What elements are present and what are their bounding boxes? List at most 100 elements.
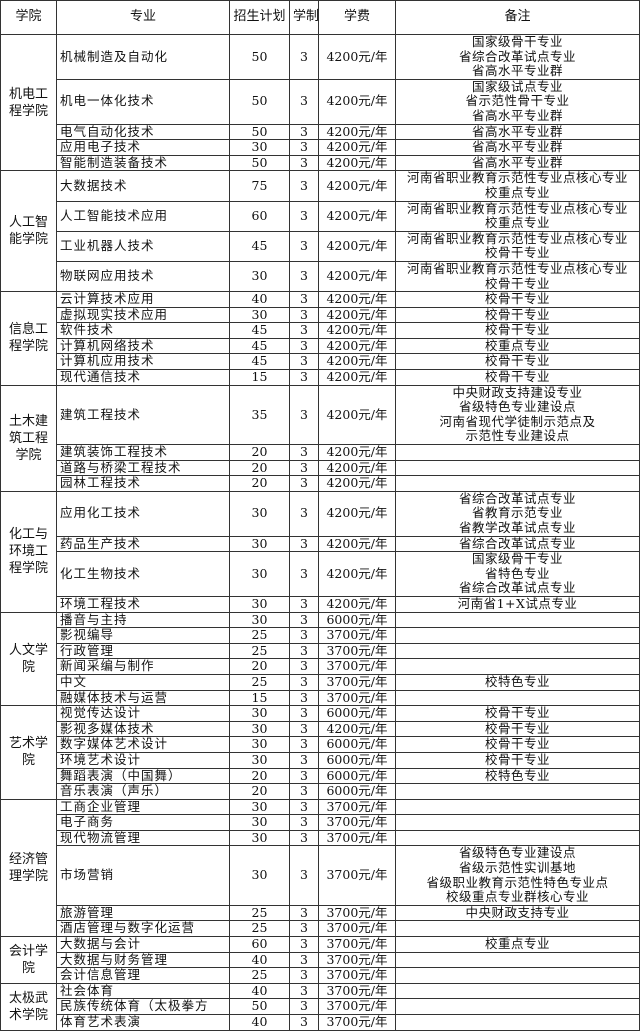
major-name: 应用化工技术 xyxy=(56,490,230,537)
enrollment-plan: 40 xyxy=(229,982,290,1000)
enrollment-plan: 25 xyxy=(229,967,290,984)
major-name: 工业机器人技术 xyxy=(56,230,230,262)
table-row: 现代通信技术 15 3 4200元/年 校骨干专业 xyxy=(1,369,640,386)
major-name: 计算机网络技术 xyxy=(56,337,230,355)
major-name: 影视编导 xyxy=(56,627,230,644)
enrollment-plan: 15 xyxy=(229,689,290,707)
tuition-fee: 4200元/年 xyxy=(318,337,396,355)
table-row: 应用电子技术 30 3 4200元/年 省高水平专业群 xyxy=(1,139,640,156)
remark-line: 河南省职业教育示范性专业点核心专业 xyxy=(406,170,628,186)
enrollment-plan: 30 xyxy=(229,535,290,553)
enrollment-plan: 60 xyxy=(229,936,290,953)
college-cell: 化工与环境工程学院 xyxy=(0,490,57,613)
table-row: 物联网应用技术 30 3 4200元/年 河南省职业教育示范性专业点核心专业 校骨干专业 xyxy=(1,260,640,293)
tuition-fee: 4200元/年 xyxy=(318,322,396,339)
remarks-cell: 校重点专业 xyxy=(395,337,640,355)
remarks-cell: 中央财政支持专业 xyxy=(395,904,640,922)
table-row: 电气自动化技术 50 3 4200元/年 省高水平专业群 xyxy=(1,123,640,141)
remark-line: 省级示范性实训基地 xyxy=(458,860,576,876)
tuition-fee: 3700元/年 xyxy=(318,627,396,644)
remarks-cell xyxy=(395,829,640,847)
study-years: 3 xyxy=(289,170,319,202)
table-row: 计算机网络技术 45 3 4200元/年 校重点专业 xyxy=(1,337,640,355)
major-name: 软件技术 xyxy=(56,322,230,339)
major-name: 药品生产技术 xyxy=(56,535,230,553)
table-row: 中文 25 3 3700元/年 校特色专业 xyxy=(1,673,640,691)
remarks-cell: 中央财政支持建设专业 省级特色专业建设点 河南省现代学徒制示范点及 示范性专业建设点 xyxy=(395,384,640,446)
remarks-cell: 省高水平专业群 xyxy=(395,123,640,141)
study-years: 3 xyxy=(289,658,319,675)
table-row: 园林工程技术 20 3 4200元/年 xyxy=(1,475,640,492)
remarks-cell: 校骨干专业 xyxy=(395,369,640,386)
remarks-cell: 省级特色专业建设点 省级示范性实训基地 省级职业教育示范性特色专业点 校级重点专业群核… xyxy=(395,845,640,906)
remarks-cell xyxy=(395,982,640,1000)
table-row: 融媒体技术与运营 15 3 3700元/年 xyxy=(1,689,640,707)
enrollment-plan: 20 xyxy=(229,658,290,675)
college-cell: 会计学院 xyxy=(0,936,57,984)
table-row: 会计信息管理 25 3 3700元/年 xyxy=(1,967,640,984)
table-row: 新闻采编与制作 20 3 3700元/年 xyxy=(1,658,640,675)
table-row: 影视编导 25 3 3700元/年 xyxy=(1,627,640,644)
study-years: 3 xyxy=(289,490,319,537)
remark-line: 校骨干专业 xyxy=(484,369,550,385)
college-cell: 机电工程学院 xyxy=(0,33,57,172)
study-years: 3 xyxy=(289,936,319,953)
tuition-fee: 6000元/年 xyxy=(318,783,396,800)
study-years: 3 xyxy=(289,551,319,597)
study-years: 3 xyxy=(289,720,319,738)
study-years: 3 xyxy=(289,444,319,461)
study-years: 3 xyxy=(289,337,319,355)
enrollment-plan: 40 xyxy=(229,291,290,308)
remark-line: 校重点专业 xyxy=(484,338,550,353)
table-row: 舞蹈表演（中国舞） 20 3 6000元/年 校特色专业 xyxy=(1,767,640,785)
tuition-fee: 4200元/年 xyxy=(318,353,396,371)
table-row: 酒店管理与数字化运营 25 3 3700元/年 xyxy=(1,920,640,938)
major-name: 现代通信技术 xyxy=(56,369,230,386)
remarks-cell: 校特色专业 xyxy=(395,767,640,785)
study-years: 3 xyxy=(289,384,319,446)
remark-line: 省高水平专业群 xyxy=(471,124,563,139)
major-name: 建筑装饰工程技术 xyxy=(56,444,230,461)
enrollment-plan: 50 xyxy=(229,78,290,125)
study-years: 3 xyxy=(289,627,319,644)
college-cell: 信息工程学院 xyxy=(0,291,57,386)
remark-line: 河南省现代学徒制示范点及 xyxy=(439,413,596,429)
major-name: 环境艺术设计 xyxy=(56,751,230,769)
enrollment-plan: 30 xyxy=(229,705,290,722)
table-row: 数字媒体艺术设计 30 3 6000元/年 校骨干专业 xyxy=(1,736,640,753)
enrollment-plan: 20 xyxy=(229,475,290,492)
tuition-fee: 3700元/年 xyxy=(318,689,396,707)
enrollment-plan: 45 xyxy=(229,353,290,371)
remarks-cell: 河南省职业教育示范性专业点核心专业 校骨干专业 xyxy=(395,260,640,293)
tuition-fee: 4200元/年 xyxy=(318,260,396,293)
header-plan: 招生计划 xyxy=(229,0,290,35)
tuition-fee: 3700元/年 xyxy=(318,673,396,691)
remark-line: 省高水平专业群 xyxy=(471,139,563,155)
tuition-fee: 4200元/年 xyxy=(318,154,396,172)
remark-line: 省综合改革试点专业 xyxy=(458,48,576,64)
enrollment-plan: 30 xyxy=(229,595,290,613)
tuition-fee: 3700元/年 xyxy=(318,920,396,938)
table-row: 会计学院 大数据与会计 60 3 3700元/年 校重点专业 xyxy=(0,936,640,984)
study-years: 3 xyxy=(289,751,319,769)
remarks-cell: 国家级试点专业 省示范性骨干专业 省高水平专业群 xyxy=(395,78,640,125)
study-years: 3 xyxy=(289,369,319,386)
college-cell: 艺术学院 xyxy=(0,705,57,800)
major-name: 数字媒体艺术设计 xyxy=(56,736,230,753)
major-name: 行政管理 xyxy=(56,642,230,660)
header-fee: 学费 xyxy=(318,0,396,35)
remark-line: 校重点专业 xyxy=(484,184,550,200)
remark-line: 河南省职业教育示范性专业点核心专业 xyxy=(406,231,628,246)
study-years: 3 xyxy=(289,475,319,492)
study-years: 3 xyxy=(289,306,319,324)
remarks-cell: 校骨干专业 xyxy=(395,322,640,339)
remark-line: 省综合改革试点专业 xyxy=(458,491,576,506)
tuition-fee: 4200元/年 xyxy=(318,551,396,597)
study-years: 3 xyxy=(289,353,319,371)
table-row: 机电工程学院 机械制造及自动化 50 3 4200元/年 国家级骨干专业 省综合改革试点专业… xyxy=(0,33,640,172)
header-note: 备注 xyxy=(395,0,640,35)
study-years: 3 xyxy=(289,845,319,906)
study-years: 3 xyxy=(289,459,319,477)
study-years: 3 xyxy=(289,78,319,125)
